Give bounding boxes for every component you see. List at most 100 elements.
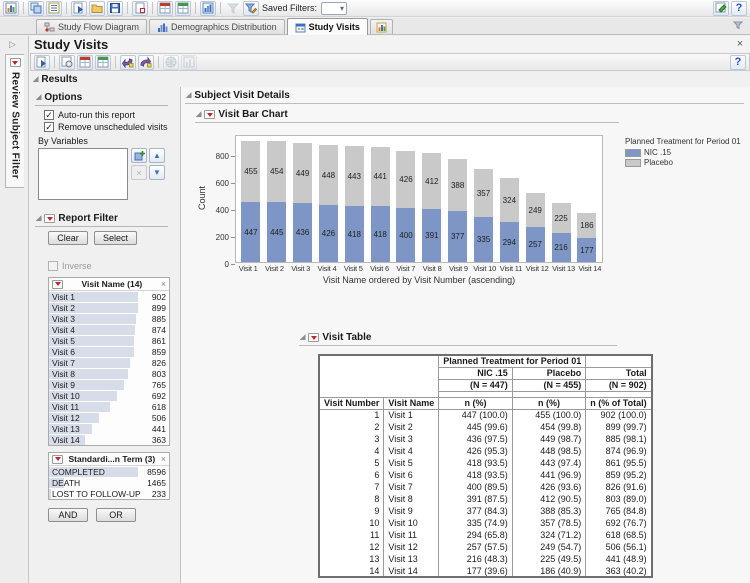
web-report-icon[interactable]: [163, 54, 179, 70]
bar-segment-placebo[interactable]: 249: [525, 193, 545, 227]
filter-row[interactable]: Visit 5 861: [49, 335, 169, 346]
bar-segment-placebo[interactable]: 324: [499, 178, 519, 222]
add-note-forward-icon[interactable]: [138, 54, 154, 70]
bar-visit-1[interactable]: 455 447: [241, 141, 261, 262]
disclosure-triangle-icon[interactable]: ◢: [36, 94, 42, 101]
bar-segment-placebo[interactable]: 388: [448, 159, 468, 211]
bar-visit-3[interactable]: 449 436: [293, 143, 313, 262]
bar-segment-nic15[interactable]: 391: [422, 209, 442, 262]
bar-visit-13[interactable]: 225 216: [551, 203, 571, 262]
legend-item[interactable]: NIC .15: [625, 148, 741, 157]
disclosure-triangle-icon[interactable]: ◢: [300, 334, 306, 341]
bar-segment-placebo[interactable]: 449: [293, 143, 313, 203]
disclosure-triangle-icon[interactable]: ◢: [36, 215, 42, 222]
bar-visit-12[interactable]: 249 257: [525, 193, 545, 262]
filter-row[interactable]: Visit 4 874: [49, 324, 169, 335]
filter-row[interactable]: LOST TO FOLLOW-UP 233: [49, 488, 169, 499]
bar-visit-4[interactable]: 448 426: [318, 145, 338, 262]
bar-segment-nic15[interactable]: 445: [267, 202, 287, 262]
filter-row[interactable]: Visit 14 363: [49, 434, 169, 445]
help-icon[interactable]: ?: [730, 54, 746, 70]
bar-segment-placebo[interactable]: 426: [396, 151, 416, 208]
help-icon[interactable]: ?: [731, 0, 747, 16]
bar-segment-nic15[interactable]: 418: [370, 206, 390, 262]
filter-row[interactable]: COMPLETED 8596: [49, 466, 169, 477]
save-icon[interactable]: [107, 0, 123, 16]
visit-bar-chart-header[interactable]: ◢ Visit Bar Chart: [195, 108, 619, 123]
saved-filter-icon[interactable]: [243, 0, 259, 16]
bar-segment-nic15[interactable]: 377: [448, 211, 468, 262]
filter-row[interactable]: DEATH 1465: [49, 477, 169, 488]
bar-segment-nic15[interactable]: 294: [499, 222, 519, 262]
bar-segment-nic15[interactable]: 436: [293, 203, 313, 262]
and-button[interactable]: AND: [48, 508, 88, 522]
tab-study-visits[interactable]: Study Visits: [286, 18, 368, 35]
bar-segment-nic15[interactable]: 426: [318, 205, 338, 262]
filter-row[interactable]: Visit 6 859: [49, 346, 169, 357]
legend-item[interactable]: Placebo: [625, 158, 741, 167]
saved-filters-dropdown[interactable]: ▾: [321, 1, 348, 15]
bar-visit-9[interactable]: 388 377: [448, 159, 468, 262]
tab-list-icon[interactable]: [730, 17, 746, 32]
filter-row[interactable]: Visit 10 692: [49, 390, 169, 401]
graph-builder-icon[interactable]: [200, 0, 216, 16]
select-button[interactable]: Select: [94, 231, 138, 245]
bar-segment-nic15[interactable]: 447: [241, 202, 261, 262]
inverse-checkbox[interactable]: [48, 261, 58, 271]
remove-unscheduled-checkbox-row[interactable]: ✓ Remove unscheduled visits: [44, 122, 180, 132]
open-folder-icon[interactable]: [89, 0, 105, 16]
bar-segment-nic15[interactable]: 418: [344, 206, 364, 262]
by-variables-listbox[interactable]: [38, 148, 128, 200]
bar-visit-11[interactable]: 324 294: [499, 178, 519, 262]
disclosure-triangle-icon[interactable]: ◢: [186, 92, 192, 99]
add-variable-button[interactable]: [131, 148, 147, 163]
filter-row[interactable]: Visit 8 803: [49, 368, 169, 379]
bar-visit-14[interactable]: 186 177: [577, 213, 597, 262]
autorun-checkbox[interactable]: ✓: [44, 110, 54, 120]
inverse-checkbox-row[interactable]: Inverse: [48, 261, 180, 271]
bar-segment-placebo[interactable]: 448: [318, 145, 338, 205]
clear-button[interactable]: Clear: [48, 231, 88, 245]
rerun-report-icon[interactable]: [34, 54, 50, 70]
bar-segment-placebo[interactable]: 357: [474, 169, 494, 217]
bar-segment-placebo[interactable]: 412: [422, 153, 442, 209]
x-axis-labels[interactable]: Visit 1 Visit 2 Visit 3 Visit 4 Visit 5 Visit…: [235, 264, 603, 273]
close-icon[interactable]: ×: [736, 38, 744, 50]
data-table-green-icon[interactable]: [175, 0, 191, 16]
filter-row[interactable]: Visit 1 902: [49, 291, 169, 302]
data-table-red-icon[interactable]: [157, 0, 173, 16]
red-triangle-menu-icon[interactable]: [204, 110, 216, 119]
red-triangle-menu-icon[interactable]: [52, 454, 63, 464]
red-triangle-menu-icon[interactable]: [308, 333, 320, 342]
run-script-icon[interactable]: [71, 0, 87, 16]
list-view-icon[interactable]: [46, 0, 62, 16]
bar-segment-nic15[interactable]: 335: [474, 217, 494, 262]
or-button[interactable]: OR: [96, 508, 136, 522]
tab-new-report[interactable]: [369, 19, 393, 34]
review-subject-filter-tab[interactable]: Review Subject Filter: [5, 54, 24, 188]
bar-segment-nic15[interactable]: 257: [525, 227, 545, 262]
bar-visit-5[interactable]: 443 418: [344, 146, 364, 262]
options-outline-header[interactable]: ◢ Options: [35, 91, 168, 106]
results-outline-header[interactable]: ◢ Results: [30, 73, 750, 85]
filter-row[interactable]: Visit 12 506: [49, 412, 169, 423]
y-axis[interactable]: 0 200 400 600 800: [209, 137, 235, 269]
remove-variable-button[interactable]: ×: [131, 165, 147, 180]
bar-segment-nic15[interactable]: 216: [551, 233, 571, 262]
tab-demographics-distribution[interactable]: Demographics Distribution: [149, 19, 285, 34]
bar-segment-nic15[interactable]: 400: [396, 208, 416, 262]
report-options-icon[interactable]: [59, 54, 75, 70]
disclosure-triangle-icon[interactable]: ◢: [33, 75, 39, 83]
bar-segment-nic15[interactable]: 177: [577, 238, 597, 262]
subject-visit-details-header[interactable]: ◢ Subject Visit Details: [185, 89, 744, 104]
red-triangle-menu-icon[interactable]: [52, 279, 63, 289]
add-filter-icon[interactable]: [225, 1, 241, 16]
bar-visit-10[interactable]: 357 335: [474, 169, 494, 262]
filter-row[interactable]: Visit 3 885: [49, 313, 169, 324]
tab-study-flow-diagram[interactable]: Study Flow Diagram: [36, 19, 148, 34]
bar-visit-6[interactable]: 441 418: [370, 147, 390, 262]
bar-segment-placebo[interactable]: 225: [551, 203, 571, 233]
red-triangle-menu-icon[interactable]: [9, 58, 21, 67]
data-table-red-icon[interactable]: [77, 54, 93, 70]
bar-visit-7[interactable]: 426 400: [396, 151, 416, 262]
